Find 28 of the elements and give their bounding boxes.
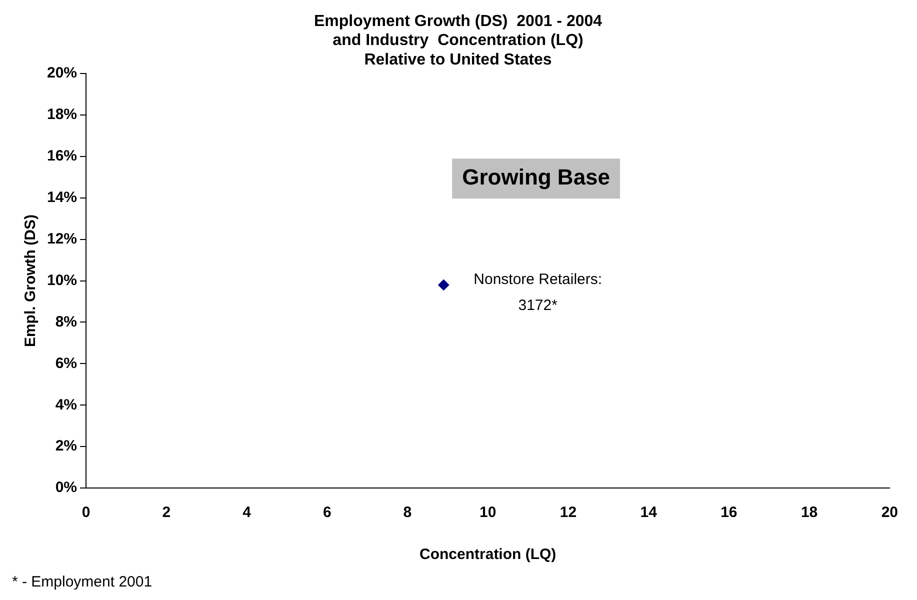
y-tick-label: 6%	[55, 354, 78, 372]
y-tick-label: 18%	[46, 106, 78, 124]
y-tick-label: 2%	[55, 438, 78, 455]
x-tick-label: 6	[322, 504, 332, 522]
annotation: Growing Base	[462, 164, 610, 190]
x-axis-title: Concentration (LQ)	[420, 546, 556, 564]
y-tick-label: 12%	[46, 230, 78, 248]
y-axis-title: Empl. Growth (DS)	[22, 214, 40, 348]
y-tick-label: 4%	[55, 396, 78, 414]
x-tick-label: 20	[881, 504, 898, 522]
x-tick-label: 2	[162, 504, 171, 522]
text: * - Employment 2001	[12, 574, 152, 591]
y-tick-label: 0%	[55, 479, 78, 496]
x-tick-label: 16	[720, 504, 738, 522]
chart-title: Employment Growth (DS) 2001 - 2004 and Industry Concentration (LQ) Relative to United States	[314, 13, 602, 68]
x-tick-label: 18	[800, 504, 818, 522]
x-tick-label: 8	[403, 504, 412, 522]
x-tick-label: 14	[640, 504, 658, 522]
x-tick-label: 12	[560, 504, 577, 522]
x-tick-label: 4	[242, 504, 252, 522]
y-tick-label: 20%	[46, 64, 78, 82]
y-tick-label: 16%	[46, 148, 78, 165]
x-tick-label: 0	[82, 504, 90, 522]
y-tick-label: 10%	[46, 272, 78, 289]
y-tick-label: 14%	[46, 189, 78, 206]
x-tick-label: 10	[479, 504, 496, 522]
y-tick-label: 8%	[55, 313, 78, 330]
annotation: Nonstore Retailers: 3172*	[474, 271, 602, 314]
